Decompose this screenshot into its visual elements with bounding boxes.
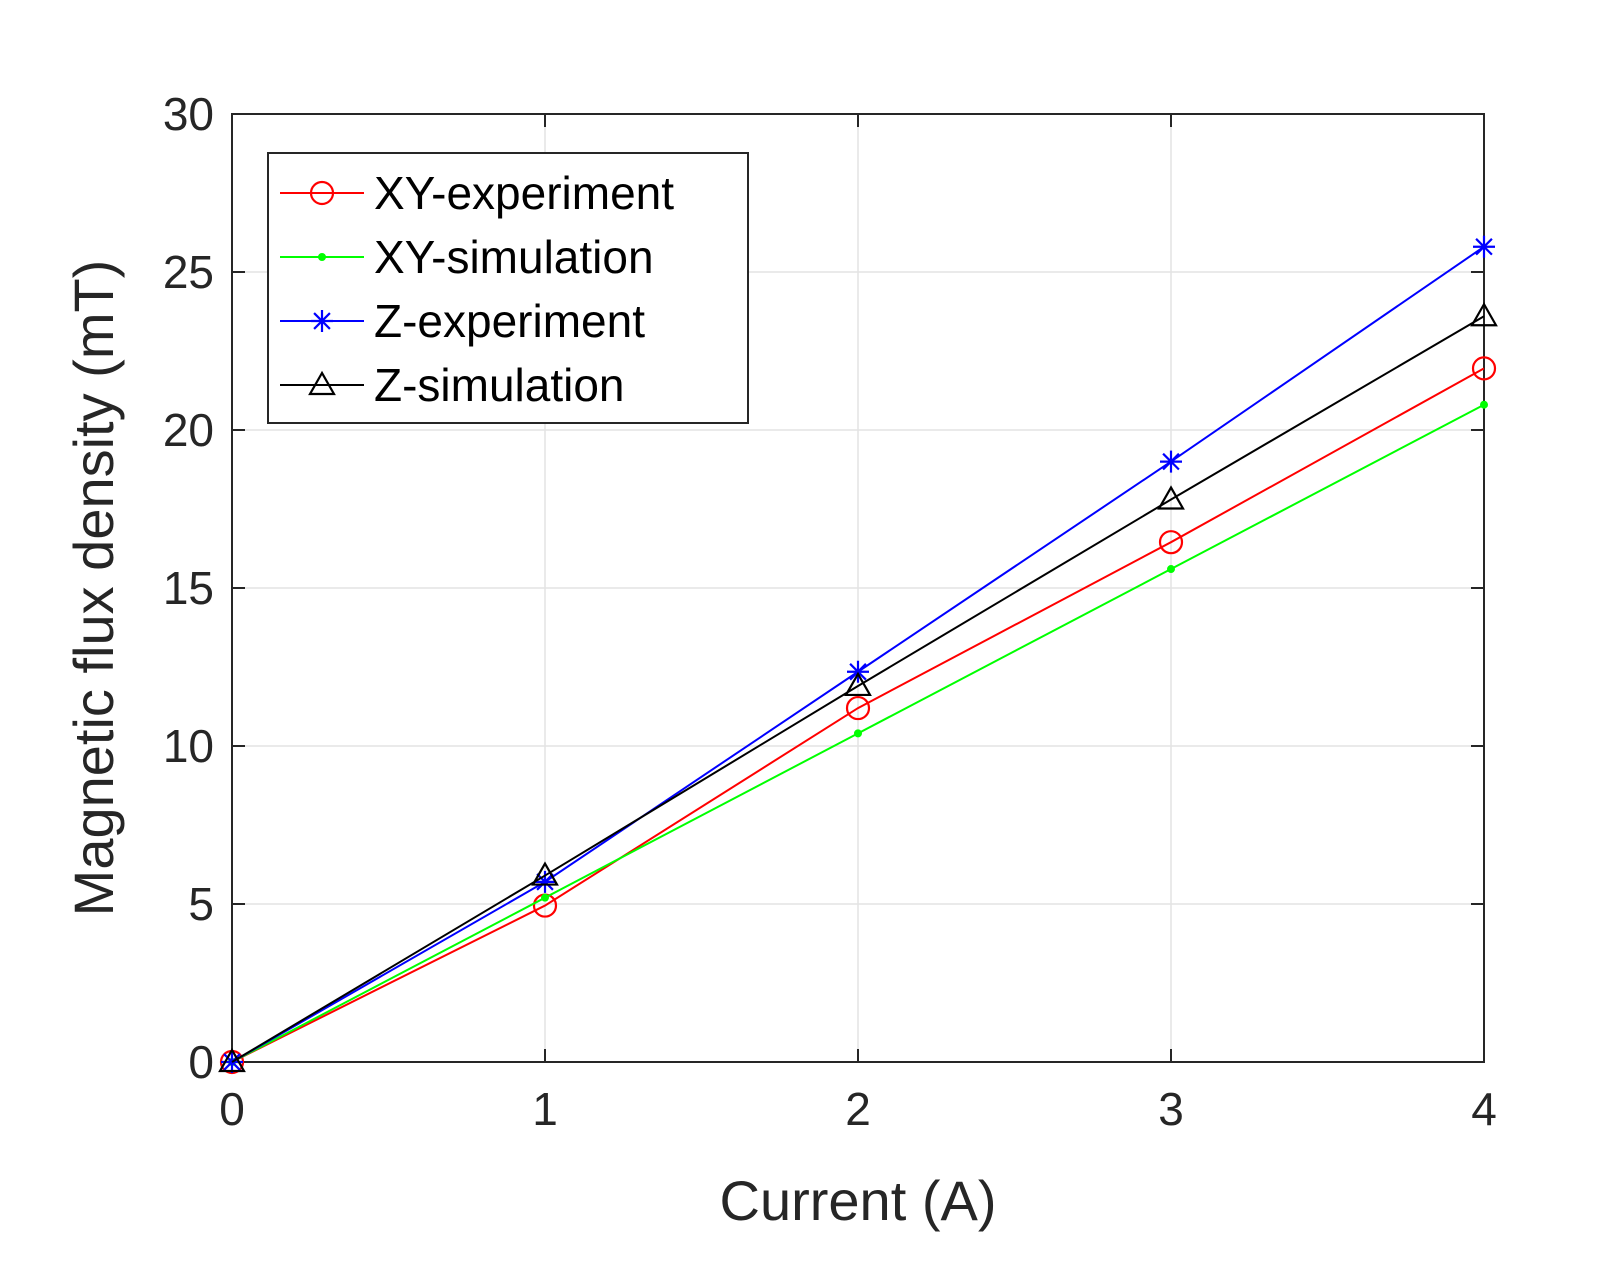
x-tick-label: 1 bbox=[532, 1083, 558, 1135]
legend-item: Z-experiment bbox=[280, 295, 645, 347]
series-line-Z-simulation bbox=[231, 315, 1485, 1063]
series-line-XY-experiment bbox=[231, 367, 1485, 1063]
data-point-XY-experiment-2 bbox=[845, 695, 871, 721]
legend-marker-Z-simulation bbox=[308, 370, 336, 396]
y-tick-label: 15 bbox=[163, 562, 214, 614]
data-point-XY-simulation-4 bbox=[1480, 400, 1488, 409]
series-Z-simulation bbox=[218, 302, 1498, 1073]
legend-marker-XY-simulation bbox=[318, 253, 326, 261]
legend-marker-XY-experiment bbox=[309, 180, 335, 206]
data-point-XY-experiment-4 bbox=[1471, 356, 1497, 381]
data-point-XY-experiment-3 bbox=[1158, 530, 1184, 555]
y-tick-label: 10 bbox=[163, 720, 214, 772]
x-tick-label: 2 bbox=[845, 1083, 871, 1135]
data-point-Z-simulation-3 bbox=[1157, 485, 1185, 510]
legend-label: Z-experiment bbox=[374, 295, 645, 347]
ticks: 0 1 2 3 4 0 5 10 15 20 25 30 bbox=[163, 88, 1497, 1135]
legend-box bbox=[267, 152, 749, 424]
y-tick-label: 5 bbox=[188, 878, 214, 930]
legend-label: Z-simulation bbox=[374, 359, 625, 411]
y-tick-label: 0 bbox=[188, 1036, 214, 1088]
data-point-Z-experiment-2 bbox=[847, 660, 869, 683]
legend-label: XY-simulation bbox=[374, 231, 654, 283]
data-point-XY-simulation-3 bbox=[1167, 565, 1175, 574]
legend-marker-Z-experiment bbox=[311, 310, 333, 332]
x-tick-label: 4 bbox=[1471, 1083, 1497, 1135]
legend: XY-experiment XY-simulation Z-experiment Z-… bbox=[267, 152, 749, 424]
legend-item: XY-experiment bbox=[280, 167, 674, 219]
data-point-Z-experiment-3 bbox=[1160, 450, 1182, 473]
data-series bbox=[218, 235, 1498, 1075]
data-point-Z-experiment-1 bbox=[534, 870, 556, 893]
y-axis-label: Magnetic flux density (mT) bbox=[62, 260, 125, 917]
data-point-Z-simulation-0 bbox=[218, 1047, 246, 1073]
x-axis-label: Current (A) bbox=[720, 1169, 997, 1232]
x-tick-label: 3 bbox=[1158, 1083, 1184, 1135]
legend-item: XY-simulation bbox=[280, 231, 654, 283]
data-point-Z-simulation-1 bbox=[531, 861, 559, 886]
data-point-XY-simulation-2 bbox=[854, 729, 862, 738]
y-tick-label: 20 bbox=[163, 404, 214, 456]
data-point-Z-experiment-4 bbox=[1473, 235, 1495, 258]
y-tick-label: 30 bbox=[163, 88, 214, 140]
data-point-Z-simulation-2 bbox=[844, 671, 872, 697]
legend-item: Z-simulation bbox=[280, 359, 625, 411]
y-tick-label: 25 bbox=[163, 246, 214, 298]
legend-label: XY-experiment bbox=[374, 167, 674, 219]
data-point-Z-simulation-4 bbox=[1470, 302, 1498, 327]
x-tick-label: 0 bbox=[219, 1083, 245, 1135]
data-point-XY-simulation-1 bbox=[541, 893, 549, 902]
